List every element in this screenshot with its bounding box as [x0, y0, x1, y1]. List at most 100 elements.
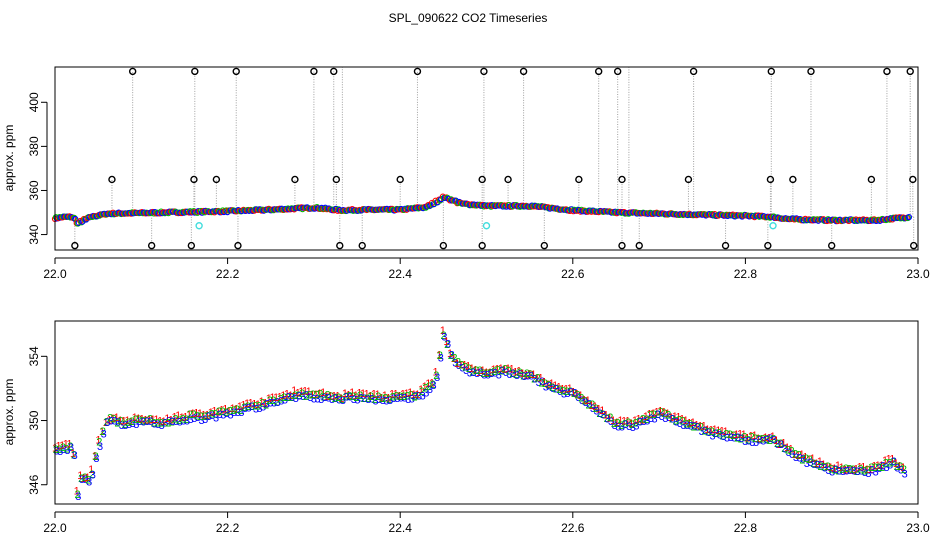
outlier-point [766, 175, 775, 184]
series-3-point: 3 [550, 383, 556, 395]
series-1-point: 1 [418, 384, 424, 396]
series-1-point: 1 [320, 387, 326, 399]
series-2-point: 2 [535, 372, 541, 384]
series-3-point: 3 [626, 421, 632, 433]
series-2-point: 2 [100, 426, 106, 438]
baseline-point [75, 219, 82, 226]
series-2-point: 2 [169, 416, 175, 428]
series-3-point: 3 [568, 386, 574, 398]
series-1-point: 1 [306, 386, 312, 398]
bottom-y-tick-label: 350 [27, 410, 41, 430]
series-2-point: 2 [767, 435, 773, 447]
series-2-point: 2 [857, 464, 863, 476]
series-1-point: 1 [878, 460, 884, 472]
series-2-point: 2 [259, 398, 265, 410]
series-1-point: 1 [574, 389, 580, 401]
series-1-point: 1 [809, 453, 815, 465]
series-2-point: 2 [749, 431, 755, 443]
series-1-point: 1 [762, 432, 768, 444]
series-3-point: 3 [159, 420, 165, 432]
outlier-point [147, 241, 156, 250]
series-1-point: 1 [494, 363, 500, 375]
outlier-point [330, 67, 338, 76]
series-3-point: 3 [401, 393, 407, 405]
series-1-point: 1 [860, 461, 866, 473]
series-1-point: 1 [820, 459, 826, 471]
series-2-point: 2 [209, 409, 215, 421]
series-2-point: 2 [865, 465, 871, 477]
outlier-point [212, 175, 221, 184]
series-3-point: 3 [833, 464, 839, 476]
series-3-point: 3 [369, 393, 375, 405]
series-3-point: 3 [764, 434, 770, 446]
series-3-point: 3 [775, 439, 781, 451]
series-2-point: 2 [818, 461, 824, 473]
series-2-point: 2 [71, 449, 77, 461]
top-x-tick-label: 22.0 [43, 267, 67, 281]
series-1-point: 1 [259, 396, 265, 408]
outlier-point [909, 241, 918, 250]
series-1-point: 1 [338, 393, 344, 405]
series-1-point: 1 [570, 387, 576, 399]
series-2-point: 2 [364, 393, 370, 405]
series-2-point: 2 [78, 473, 84, 485]
series-3-point: 3 [358, 392, 364, 404]
series-3-point: 3 [278, 395, 284, 407]
series-2-point: 2 [82, 472, 88, 484]
series-2-point: 2 [147, 414, 153, 426]
series-1-point: 1 [585, 395, 591, 407]
series-1-point: 1 [799, 449, 805, 461]
series-2-point: 2 [419, 386, 425, 398]
series-1-point: 1 [382, 390, 388, 402]
series-1-point: 1 [353, 390, 359, 402]
series-2-point: 2 [593, 403, 599, 415]
series-1-point: 1 [99, 426, 105, 438]
outlier-point [310, 67, 318, 76]
series-1-point: 1 [730, 430, 736, 442]
series-3-point: 3 [64, 445, 70, 457]
series-1-point: 1 [588, 400, 594, 412]
series-1-point: 1 [842, 464, 848, 476]
outlier-point [108, 175, 116, 184]
series-2-point: 2 [629, 419, 635, 431]
series-3-point: 3 [826, 465, 832, 477]
series-3-point: 3 [481, 369, 487, 381]
series-3-point: 3 [630, 422, 636, 434]
series-3-point: 3 [79, 474, 85, 486]
series-3-point: 3 [445, 338, 451, 350]
series-1-point: 1 [139, 414, 145, 426]
series-2-point: 2 [85, 475, 91, 487]
series-2-point: 2 [462, 362, 468, 374]
series-2-point: 2 [310, 389, 316, 401]
bottom-y-tick-label: 354 [27, 346, 41, 366]
series-1-point: 1 [273, 392, 279, 404]
series-3-point: 3 [565, 388, 571, 400]
series-2-point: 2 [386, 394, 392, 406]
series-3-point: 3 [742, 436, 748, 448]
series-3-point: 3 [285, 392, 291, 404]
series-3-point: 3 [517, 369, 523, 381]
series-2-point: 2 [658, 406, 664, 418]
series-2-point: 2 [335, 392, 341, 404]
series-2-point: 2 [756, 433, 762, 445]
series-2-point: 2 [879, 462, 885, 474]
bottom-x-tick-label: 22.4 [389, 521, 413, 535]
outlier-point [689, 67, 698, 76]
series-1-point: 1 [378, 393, 384, 405]
outlier-point [789, 175, 797, 184]
series-3-point: 3 [561, 389, 567, 401]
series-1-point: 1 [433, 367, 439, 379]
series-3-point: 3 [93, 453, 99, 465]
series-1-point: 1 [759, 433, 765, 445]
series-1-point: 1 [150, 414, 156, 426]
cyan-point [195, 222, 203, 230]
series-2-point: 2 [122, 419, 128, 431]
outlier-point [594, 67, 603, 76]
series-2-point: 2 [296, 390, 302, 402]
series-2-point: 2 [517, 367, 523, 379]
series-3-point: 3 [188, 414, 194, 426]
series-2-point: 2 [546, 380, 552, 392]
series-3-point: 3 [637, 416, 643, 428]
series-1-point: 1 [567, 383, 573, 395]
series-2-point: 2 [654, 409, 660, 421]
